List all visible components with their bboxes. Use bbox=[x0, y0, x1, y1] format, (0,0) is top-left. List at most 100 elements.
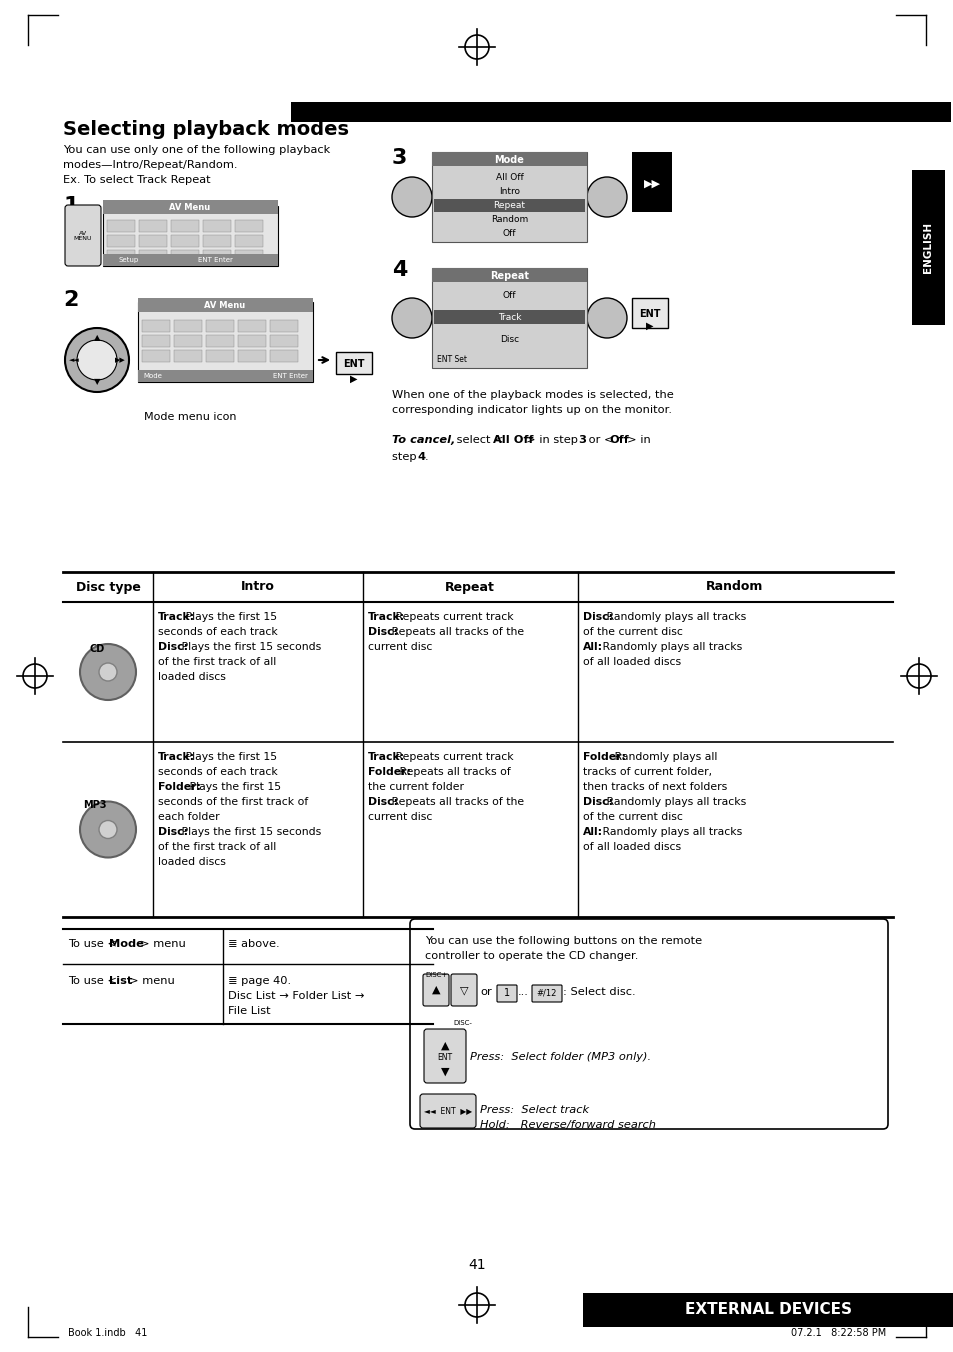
Bar bbox=[142, 335, 170, 347]
Text: DISC+: DISC+ bbox=[424, 972, 447, 977]
Text: ▲: ▲ bbox=[440, 1041, 449, 1051]
FancyBboxPatch shape bbox=[497, 986, 517, 1002]
Text: Ex. To select Track Repeat: Ex. To select Track Repeat bbox=[63, 174, 211, 185]
Text: 41: 41 bbox=[468, 1257, 485, 1272]
Text: ...: ... bbox=[517, 987, 528, 996]
Text: Randomly plays all: Randomly plays all bbox=[611, 752, 717, 763]
Text: When one of the playback modes is selected, the: When one of the playback modes is select… bbox=[392, 389, 673, 400]
Text: seconds of the first track of: seconds of the first track of bbox=[158, 796, 308, 807]
Text: Folder:: Folder: bbox=[368, 767, 411, 777]
Text: ▶▶: ▶▶ bbox=[643, 178, 659, 189]
Text: ▲: ▲ bbox=[432, 986, 439, 995]
Text: Plays the first 15: Plays the first 15 bbox=[186, 781, 281, 792]
Bar bbox=[142, 320, 170, 333]
Text: Hold:   Reverse/forward search: Hold: Reverse/forward search bbox=[479, 1119, 656, 1130]
Bar bbox=[432, 268, 586, 368]
Text: Randomly plays all tracks: Randomly plays all tracks bbox=[602, 796, 746, 807]
Text: All Off: All Off bbox=[496, 173, 523, 183]
Text: Plays the first 15 seconds: Plays the first 15 seconds bbox=[178, 642, 321, 652]
Bar bbox=[335, 352, 372, 375]
Text: Disc:: Disc: bbox=[368, 627, 397, 637]
Bar bbox=[203, 250, 231, 262]
Text: of the current disc: of the current disc bbox=[582, 627, 682, 637]
Text: DISC-: DISC- bbox=[453, 1019, 472, 1026]
Bar bbox=[432, 268, 586, 283]
Text: > in step: > in step bbox=[525, 435, 581, 445]
Text: 1: 1 bbox=[503, 988, 510, 998]
Text: File List: File List bbox=[228, 1006, 271, 1015]
Text: Off: Off bbox=[608, 435, 628, 445]
Bar bbox=[270, 320, 297, 333]
Text: Track:: Track: bbox=[158, 612, 195, 622]
Bar bbox=[432, 151, 586, 242]
Bar bbox=[237, 320, 266, 333]
Bar bbox=[911, 170, 944, 324]
Text: Mode: Mode bbox=[494, 155, 524, 165]
Bar bbox=[138, 301, 313, 383]
Bar bbox=[234, 220, 263, 233]
Bar bbox=[171, 235, 199, 247]
Text: .: . bbox=[424, 452, 428, 462]
Text: ENT: ENT bbox=[343, 360, 364, 369]
Text: ENT: ENT bbox=[639, 310, 660, 319]
Text: Disc type: Disc type bbox=[75, 580, 140, 594]
Text: Track:: Track: bbox=[158, 752, 195, 763]
Text: 3: 3 bbox=[392, 147, 407, 168]
Text: ≣ above.: ≣ above. bbox=[228, 940, 279, 949]
Text: select <: select < bbox=[453, 435, 503, 445]
Text: Intro: Intro bbox=[498, 188, 519, 196]
Text: ▶: ▶ bbox=[645, 320, 653, 331]
Circle shape bbox=[77, 339, 117, 380]
Text: 2: 2 bbox=[63, 289, 78, 310]
Bar bbox=[237, 335, 266, 347]
Bar bbox=[203, 220, 231, 233]
Text: AV Menu: AV Menu bbox=[204, 301, 245, 311]
Bar bbox=[206, 320, 233, 333]
Text: To use <: To use < bbox=[68, 940, 117, 949]
FancyBboxPatch shape bbox=[422, 973, 449, 1006]
Text: ◄◄: ◄◄ bbox=[69, 357, 79, 362]
Bar bbox=[171, 220, 199, 233]
Text: AV
MENU: AV MENU bbox=[73, 231, 92, 242]
Text: You can use the following buttons on the remote: You can use the following buttons on the… bbox=[424, 936, 701, 946]
Text: To use <: To use < bbox=[68, 976, 117, 986]
Text: the current folder: the current folder bbox=[368, 781, 463, 792]
Text: Random: Random bbox=[705, 580, 763, 594]
Text: To cancel,: To cancel, bbox=[392, 435, 455, 445]
Circle shape bbox=[392, 297, 432, 338]
Text: seconds of each track: seconds of each track bbox=[158, 627, 277, 637]
Bar bbox=[631, 151, 671, 212]
Text: Plays the first 15: Plays the first 15 bbox=[182, 612, 277, 622]
Text: Disc: Disc bbox=[499, 334, 518, 343]
Text: loaded discs: loaded discs bbox=[158, 672, 226, 681]
Bar bbox=[631, 297, 667, 329]
Text: of the current disc: of the current disc bbox=[582, 813, 682, 822]
Text: Off: Off bbox=[502, 291, 516, 300]
Text: Track: Track bbox=[497, 312, 520, 322]
Circle shape bbox=[65, 329, 129, 392]
Bar bbox=[291, 101, 950, 122]
Text: All:: All: bbox=[582, 827, 602, 837]
Text: All Off: All Off bbox=[493, 435, 533, 445]
Circle shape bbox=[586, 177, 626, 218]
Text: ▽: ▽ bbox=[459, 986, 468, 995]
Text: or: or bbox=[479, 987, 491, 996]
Text: Track:: Track: bbox=[368, 612, 405, 622]
Text: Folder:: Folder: bbox=[158, 781, 201, 792]
Bar bbox=[432, 151, 586, 166]
Text: Press:  Select track: Press: Select track bbox=[479, 1105, 589, 1115]
Circle shape bbox=[99, 821, 117, 838]
Text: tracks of current folder,: tracks of current folder, bbox=[582, 767, 711, 777]
Text: ENT Enter: ENT Enter bbox=[198, 257, 233, 264]
Text: 4: 4 bbox=[392, 260, 407, 280]
Text: ▶▶: ▶▶ bbox=[114, 357, 125, 362]
Text: Book 1.indb   41: Book 1.indb 41 bbox=[68, 1328, 147, 1338]
Text: 4: 4 bbox=[416, 452, 424, 462]
Bar bbox=[206, 350, 233, 362]
Text: Disc:: Disc: bbox=[582, 796, 613, 807]
FancyBboxPatch shape bbox=[532, 986, 561, 1002]
Text: All:: All: bbox=[582, 642, 602, 652]
Text: current disc: current disc bbox=[368, 813, 432, 822]
Text: CD: CD bbox=[90, 644, 105, 654]
FancyBboxPatch shape bbox=[451, 973, 476, 1006]
